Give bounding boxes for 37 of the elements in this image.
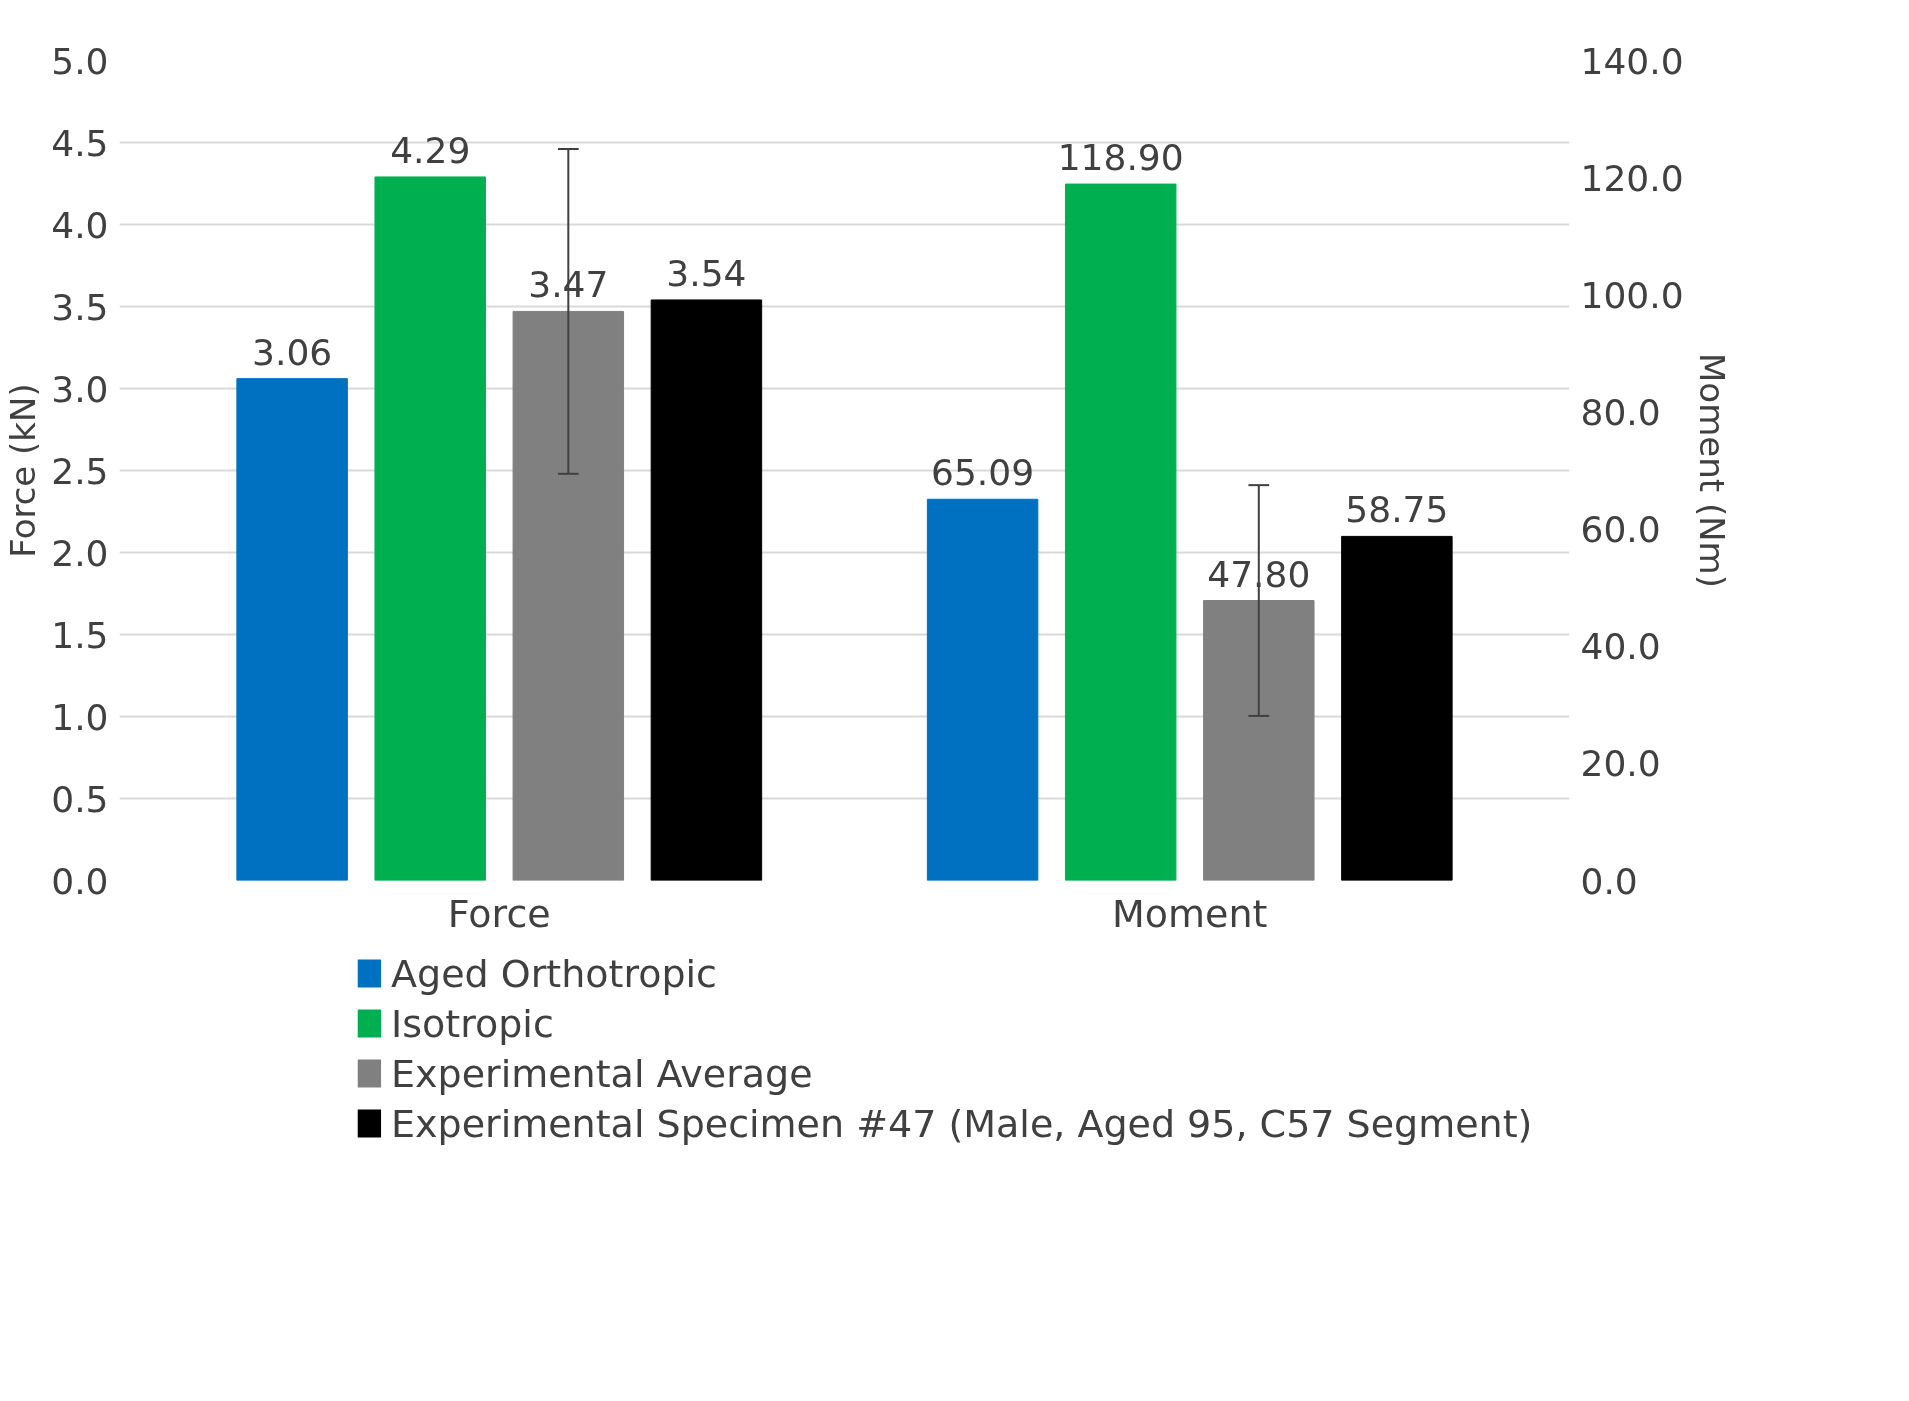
y-tick-label: 3.0	[51, 368, 109, 410]
y2-tick-label: 60.0	[1580, 509, 1661, 551]
y-tick-label: 2.5	[51, 450, 109, 492]
data-label: 118.90	[1057, 137, 1184, 179]
x-tick-label: Moment	[1112, 891, 1268, 936]
y2-tick-label: 120.0	[1580, 157, 1684, 199]
y2-tick-label: 0.0	[1580, 860, 1638, 902]
y-axis-title: Force (kN)	[3, 383, 44, 558]
legend-label: Isotropic	[391, 1001, 554, 1046]
y2-tick-label: 100.0	[1580, 274, 1684, 316]
data-label: 4.29	[390, 129, 471, 171]
y-tick-label: 2.0	[51, 532, 109, 574]
data-label: 65.09	[931, 452, 1035, 494]
legend-label: Aged Orthotropic	[391, 951, 718, 996]
y-tick-label: 3.5	[51, 286, 109, 328]
data-label: 3.06	[252, 331, 333, 373]
y2-tick-label: 40.0	[1580, 626, 1661, 668]
y2-tick-label: 80.0	[1580, 391, 1661, 433]
bar	[374, 176, 486, 881]
legend-label: Experimental Average	[391, 1051, 813, 1096]
bar	[650, 299, 763, 881]
y-tick-label: 4.5	[51, 122, 109, 164]
y-tick-label: 1.5	[51, 614, 109, 656]
bar	[512, 310, 625, 881]
y-tick-label: 4.0	[51, 204, 109, 246]
y-tick-label: 0.0	[51, 860, 109, 902]
data-label: 3.54	[666, 252, 747, 294]
bar	[236, 378, 348, 881]
y-tick-label: 1.0	[51, 696, 109, 738]
y-tick-label: 0.5	[51, 778, 109, 820]
y2-tick-label: 20.0	[1580, 743, 1661, 785]
y2-axis-title: Moment (Nm)	[1691, 353, 1732, 588]
y-tick-label: 5.0	[51, 40, 109, 82]
data-label: 58.75	[1345, 489, 1449, 531]
legend-label: Experimental Specimen #47 (Male, Aged 95, C57 Segment)	[391, 1101, 1533, 1146]
x-tick-label: Force	[447, 891, 551, 936]
y2-tick-label: 140.0	[1580, 40, 1684, 82]
